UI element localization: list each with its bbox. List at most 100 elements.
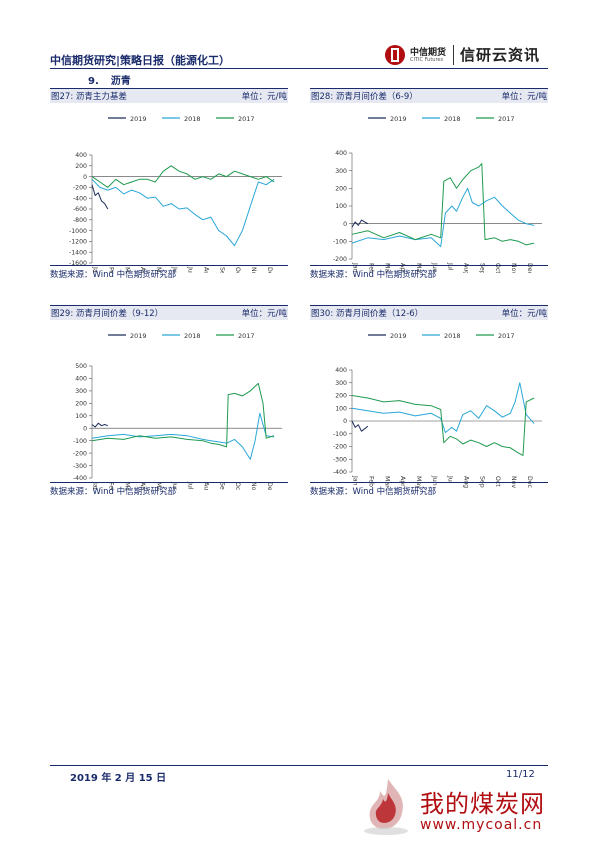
x-tick-label: Sep [478, 476, 485, 488]
y-tick-label: -100 [333, 239, 347, 246]
line-chart-1: 2019 2018 2017 400 200 0 -200 -400 -600 -800 -1000… [69, 115, 282, 273]
y-tick-label: -1200 [69, 239, 87, 246]
x-tick-label: Mar [123, 482, 130, 490]
chart-unit: 单位：元/吨 [241, 309, 287, 319]
x-tick-label: Jun [431, 262, 438, 273]
legend-label-2017: 2017 [238, 115, 255, 123]
line-chart-2: 2019 2018 2017 400 300 200 100 0 -100 -200 Jan Feb M… [333, 115, 542, 273]
header-rule [50, 68, 548, 69]
legend-label-2018: 2018 [184, 115, 201, 123]
x-tick-label: Nov [250, 267, 257, 273]
x-tick-label: Dec [526, 263, 533, 273]
y-tick-label: -400 [333, 469, 347, 476]
x-tick-label: Feb [367, 476, 374, 487]
legend-label-2019: 2019 [130, 115, 147, 123]
legend-label-2017: 2017 [498, 332, 515, 340]
x-tick-label: Oct [234, 482, 241, 490]
y-tick-label: 400 [335, 367, 347, 374]
series-line-2019 [91, 422, 108, 428]
brand-name: 信研云资讯 [460, 46, 541, 64]
y-tick-label: -1400 [69, 249, 87, 256]
y-tick-label: 300 [335, 380, 347, 387]
source-rule [50, 482, 288, 483]
line-chart-4: 2019 2018 2017 400 300 200 100 0 -100 -200 -300 -40… [333, 332, 542, 489]
legend-label-2017: 2017 [498, 115, 515, 123]
y-tick-label: -100 [333, 431, 347, 438]
series-line-2019 [351, 219, 369, 228]
series-line-2018 [91, 178, 275, 247]
y-tick-label: 300 [335, 168, 347, 175]
page-number: 11/12 [506, 769, 535, 780]
x-tick-label: Aug [202, 482, 209, 490]
legend-label-2017: 2017 [238, 332, 255, 340]
x-tick-label: Jun [431, 475, 438, 486]
x-tick-label: Jun [171, 481, 178, 490]
y-tick-label: 0 [83, 425, 87, 432]
x-tick-label: Apr [139, 267, 146, 273]
y-tick-label: 200 [75, 401, 87, 408]
y-tick-label: 400 [75, 376, 87, 383]
series-line-2017 [91, 382, 275, 448]
x-tick-label: Feb [107, 267, 114, 273]
x-tick-label: Apr [139, 482, 146, 490]
x-tick-label: Dec [266, 267, 273, 273]
y-tick-label: -300 [333, 456, 347, 463]
watermark-text: 我的煤炭网 [420, 790, 545, 818]
x-tick-label: Jul [447, 262, 454, 271]
chart-title: 图27: 沥青主力基差 [51, 92, 127, 102]
chart-source: 数据来源：Wind 中信期货研究部 [50, 487, 177, 497]
series-line-2017 [351, 395, 535, 456]
x-tick-label: May [415, 263, 422, 273]
y-tick-label: -400 [73, 475, 87, 482]
x-tick-label: Aug [202, 267, 209, 273]
x-tick-label: Nov [250, 482, 257, 490]
legend-label-2018: 2018 [184, 332, 201, 340]
chart-title: 图29: 沥青月间价差（9-12） [51, 309, 164, 319]
x-tick-label: Oct [494, 476, 501, 487]
x-tick-label: Feb [107, 482, 114, 490]
legend-label-2018: 2018 [444, 115, 461, 123]
y-tick-label: 400 [335, 150, 347, 157]
legend-label-2018: 2018 [444, 332, 461, 340]
source-rule [310, 482, 548, 483]
section-number: 9. [88, 76, 99, 87]
x-tick-label: Jul [187, 481, 194, 490]
logo-en-text: CITIC Futures [410, 57, 444, 63]
y-tick-label: -400 [73, 195, 87, 202]
chart-source: 数据来源：Wind 中信期货研究部 [310, 487, 437, 497]
chart-title: 图28: 沥青月间价差（6-9） [311, 92, 418, 102]
y-tick-label: 200 [75, 163, 87, 170]
x-tick-label: Mar [123, 267, 130, 273]
line-chart-3: 2019 2018 2017 500 400 300 200 100 0 -100 -200 -300… [73, 332, 282, 490]
x-tick-label: May [155, 267, 162, 273]
chart-unit: 单位：元/吨 [501, 92, 547, 102]
logo-cn-text: 中信期货 [410, 48, 447, 58]
chart-unit: 单位：元/吨 [241, 92, 287, 102]
x-tick-label: Sep [478, 263, 485, 273]
y-tick-label: -100 [73, 438, 87, 445]
legend-label-2019: 2019 [390, 115, 407, 123]
panel-header-4: 图30: 沥青月间价差（12-6） 单位：元/吨 [310, 305, 548, 320]
x-tick-label: Dec [266, 482, 273, 490]
y-tick-label: 100 [75, 413, 87, 420]
footer-rule [50, 765, 548, 766]
y-tick-label: 200 [335, 186, 347, 193]
legend-label-2019: 2019 [130, 332, 147, 340]
x-tick-label: Sep [218, 267, 225, 273]
footer-date: 2019 年 2 月 15 日 [70, 773, 167, 784]
panel-header-3: 图29: 沥青月间价差（9-12） 单位：元/吨 [50, 305, 288, 320]
y-tick-label: -300 [73, 463, 87, 470]
series-line-2019 [351, 420, 369, 432]
y-tick-label: -200 [333, 256, 347, 263]
y-tick-label: 200 [335, 393, 347, 400]
x-tick-label: Jun [171, 266, 178, 273]
x-tick-label: Oct [494, 263, 501, 273]
x-tick-label: Apr [399, 263, 406, 273]
x-tick-label: Jan [352, 475, 359, 486]
y-tick-label: 0 [343, 221, 347, 228]
y-tick-label: -200 [73, 185, 87, 192]
logo-divider [453, 45, 454, 65]
legend-label-2019: 2019 [390, 332, 407, 340]
flame-logo-icon [364, 779, 408, 835]
y-tick-label: 500 [75, 363, 87, 370]
